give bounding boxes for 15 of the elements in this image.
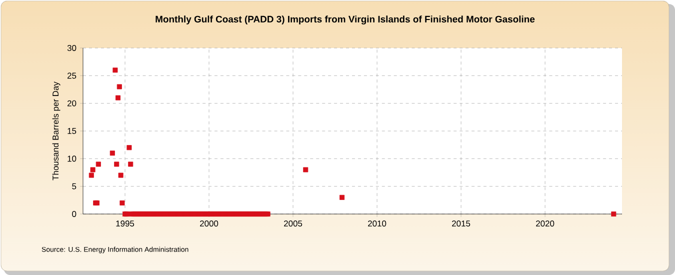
x-tick-label: 2005 <box>284 220 302 227</box>
x-tick-label: 2015 <box>452 220 470 227</box>
x-tick-label: 1995 <box>116 220 134 227</box>
x-tick-label: 2000 <box>200 220 218 227</box>
y-tick-label: 25 <box>67 72 76 79</box>
chart-title: Monthly Gulf Coast (PADD 3) Imports from Virgin Islands of Finished Motor Gasoline <box>156 16 535 24</box>
y-axis-title: Thousand Barrels per Day <box>52 82 60 180</box>
x-tick-label: 2010 <box>368 220 386 227</box>
y-tick-label: 15 <box>68 128 76 134</box>
y-tick-label: 5 <box>72 183 76 190</box>
y-tick-label: 30 <box>67 45 76 51</box>
x-tick-label: 2020 <box>536 220 554 227</box>
y-tick-label: 0 <box>72 211 76 217</box>
y-tick-label: 10 <box>68 156 76 162</box>
y-tick-label: 20 <box>67 100 76 106</box>
